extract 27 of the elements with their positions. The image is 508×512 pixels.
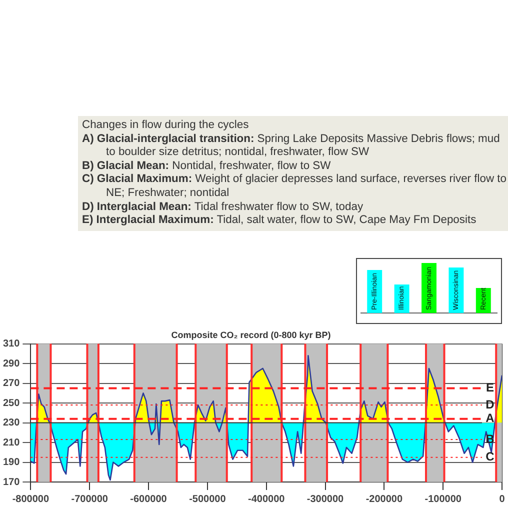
x-tick-label: 0 [499,494,506,505]
y-tick-label: 310 [2,338,20,350]
text: D) Interglacial Mean: Tidal freshwater flow to SW, today [82,200,364,214]
ref-line-label: C [486,450,495,464]
text: A) Glacial-interglacial transition: Spring Lake Deposits Massive Debris flows; mud to boulder size detritus; nontidal, freshwater, flow SW [82,132,501,160]
x-tick-label: -800000 [12,494,50,505]
y-tick-label: 230 [2,418,20,429]
text: B) Glacial Mean: Nontidal, freshwater, flow to SW [82,160,332,174]
chart-title: Composite CO₂ record (0-800 kyr BP) [171,330,331,340]
x-tick-label: -300000 [306,494,344,505]
y-tick-label: 250 [2,398,20,409]
y-tick-label: 290 [2,358,20,370]
x-tick-label: -100000 [424,494,462,505]
x-tick-label: -700000 [71,494,108,505]
x-tick-label: -500000 [189,494,226,505]
text: C) Glacial Maximum: Weight of glacier depresses land surface, reverses river flow to NE; Freshwater; nontidal [82,173,508,201]
ref-line-label: E [486,380,494,395]
y-tick-label: 170 [2,476,20,488]
y-tick-label: 270 [2,378,20,390]
x-tick-label: -400000 [248,494,286,505]
x-tick-label: -600000 [130,494,168,505]
x-tick-label: -200000 [366,494,403,505]
y-tick-label: 190 [2,457,20,468]
ref-line-label: A [486,411,495,426]
text: Changes in flow during the cycles [82,119,250,133]
y-tick-label: 210 [2,437,20,448]
text: E) Interglacial Maximum: Tidal, salt water, flow to SW, Cape May Fm Deposits [82,214,478,228]
